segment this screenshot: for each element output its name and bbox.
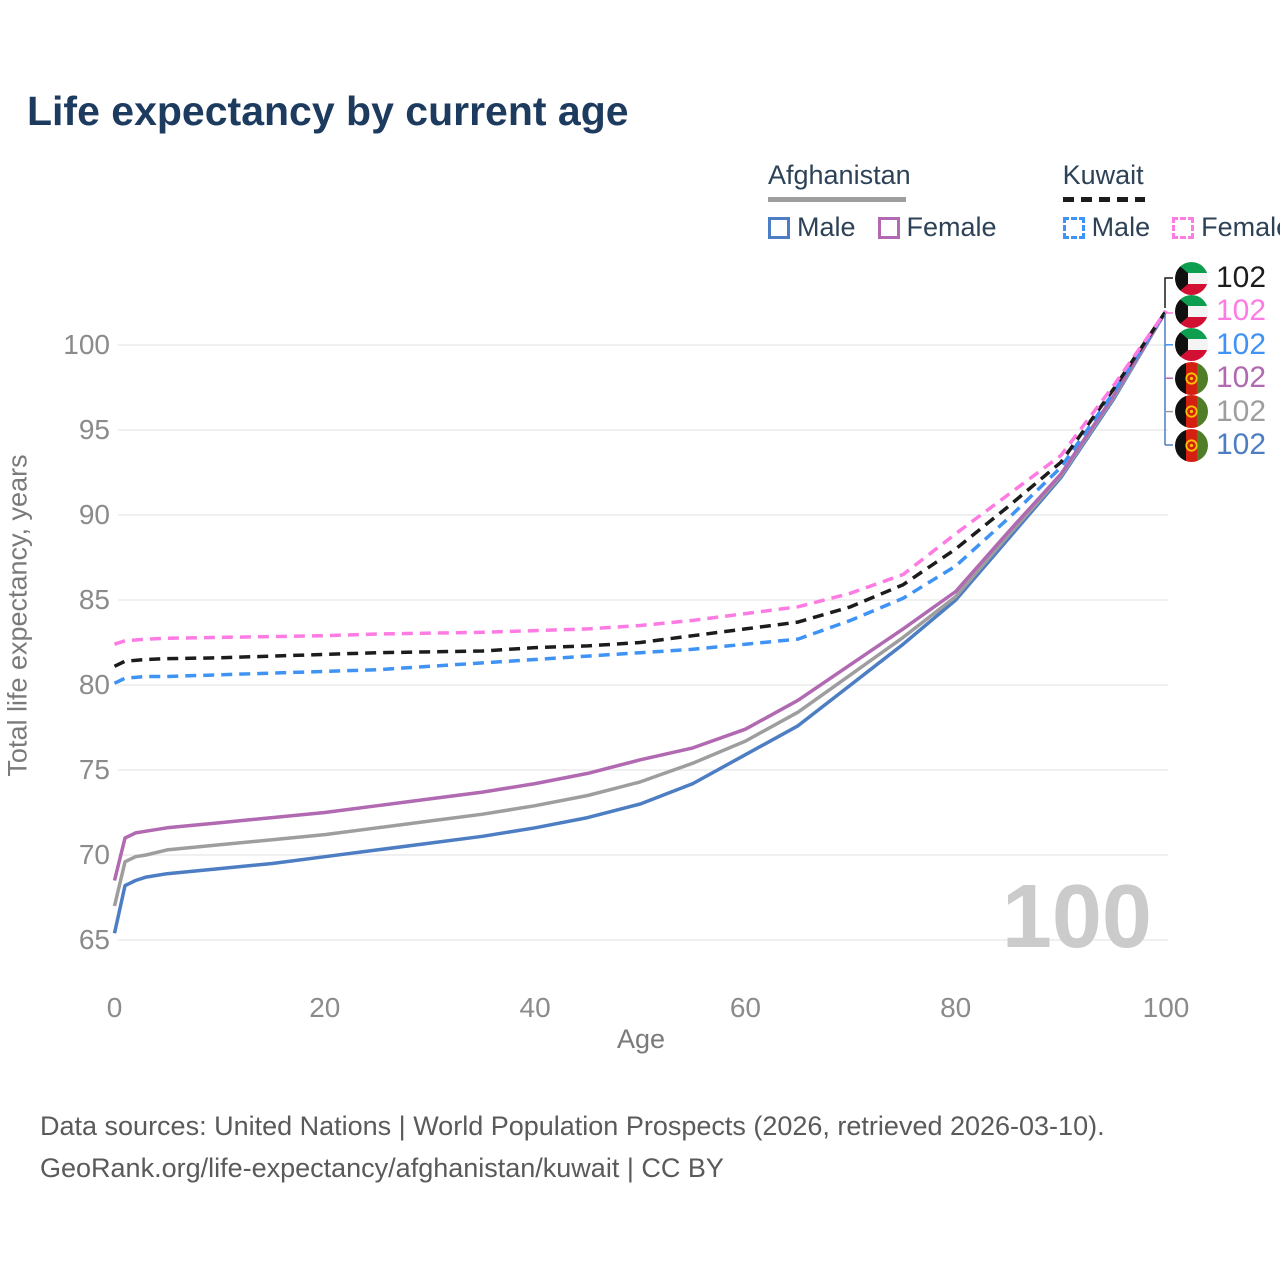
end-label-row: 102 <box>1175 294 1266 328</box>
x-tick-label: 40 <box>519 992 551 1023</box>
flag-icon-kuwait <box>1175 328 1208 362</box>
legend-swatch-icon <box>877 216 900 239</box>
legend-item-kuwait-female[interactable]: Female <box>1172 212 1280 243</box>
x-tick-label: 100 <box>1142 992 1190 1023</box>
end-value-label: 102 <box>1216 361 1267 395</box>
end-label-row: 102 <box>1175 361 1266 395</box>
end-label-connector <box>1164 277 1173 308</box>
legend-swatch-icon <box>1062 216 1085 239</box>
y-tick-label: 70 <box>78 839 110 870</box>
end-label-row: 102 <box>1175 328 1266 362</box>
flag-icon-afghanistan <box>1175 428 1208 462</box>
y-tick-label: 75 <box>78 754 110 785</box>
x-tick-label: 60 <box>729 992 761 1023</box>
end-label-row: 102 <box>1175 395 1266 429</box>
legend-item-afghanistan-male[interactable]: Male <box>768 212 856 243</box>
chart-footer: Data sources: United Nations | World Pop… <box>40 1106 1105 1190</box>
y-tick-label: 80 <box>78 669 110 700</box>
series-line-afghanistan-male[interactable] <box>112 310 1168 934</box>
flag-icon-kuwait <box>1175 261 1208 295</box>
legend-underline-afghanistan <box>768 197 906 202</box>
end-label-row: 102 <box>1175 428 1266 462</box>
legend-item-label: Female <box>906 212 997 242</box>
legend-item-afghanistan-female[interactable]: Female <box>877 212 997 243</box>
legend-swatch-icon <box>768 216 790 239</box>
chart-legend: Afghanistan Male Female Kuwait Male <box>768 160 1280 243</box>
page-title: Life expectancy by current age <box>27 88 629 134</box>
y-tick-label: 90 <box>78 499 110 530</box>
flag-icon-kuwait <box>1175 294 1208 328</box>
y-tick-label: 65 <box>78 924 110 955</box>
legend-country-label: Kuwait <box>1062 160 1144 190</box>
legend-item-label: Female <box>1201 212 1280 242</box>
footer-link-line: GeoRank.org/life-expectancy/afghanistan/… <box>40 1152 724 1183</box>
x-axis-title: Age <box>616 1024 666 1054</box>
end-value-label: 102 <box>1216 394 1267 428</box>
legend-group-kuwait: Kuwait Male Female <box>1062 160 1280 243</box>
flag-icon-afghanistan <box>1175 361 1208 395</box>
legend-swatch-icon <box>1172 216 1195 239</box>
legend-group-afghanistan: Afghanistan Male Female <box>768 160 997 243</box>
y-tick-label: 95 <box>78 414 110 445</box>
x-tick-label: 20 <box>309 992 341 1023</box>
y-tick-label: 85 <box>78 584 110 615</box>
series-line-kuwait-male[interactable] <box>113 310 1168 685</box>
end-value-label: 102 <box>1216 261 1267 294</box>
flag-icon-afghanistan <box>1175 395 1208 429</box>
series-line-afghanistan-female[interactable] <box>112 310 1168 881</box>
end-label-row: 102 <box>1175 261 1266 295</box>
series-line-afghanistan-both-sexes[interactable] <box>112 310 1168 907</box>
legend-item-kuwait-male[interactable]: Male <box>1062 212 1151 243</box>
legend-item-label: Male <box>1091 212 1151 242</box>
footer-source-line: Data sources: United Nations | World Pop… <box>40 1111 1105 1141</box>
legend-item-label: Male <box>797 212 856 242</box>
end-value-label: 102 <box>1216 428 1267 461</box>
legend-country-label: Afghanistan <box>768 160 911 190</box>
series-line-kuwait-both-sexes[interactable] <box>113 310 1168 668</box>
x-tick-label: 80 <box>940 992 972 1023</box>
y-tick-label: 100 <box>63 329 110 360</box>
legend-underline-kuwait <box>1062 197 1145 202</box>
series-line-kuwait-female[interactable] <box>113 309 1168 646</box>
end-value-label: 102 <box>1216 294 1267 328</box>
age-watermark: 100 <box>1001 867 1152 967</box>
x-tick-label: 0 <box>106 992 123 1023</box>
end-value-label: 102 <box>1216 327 1267 361</box>
